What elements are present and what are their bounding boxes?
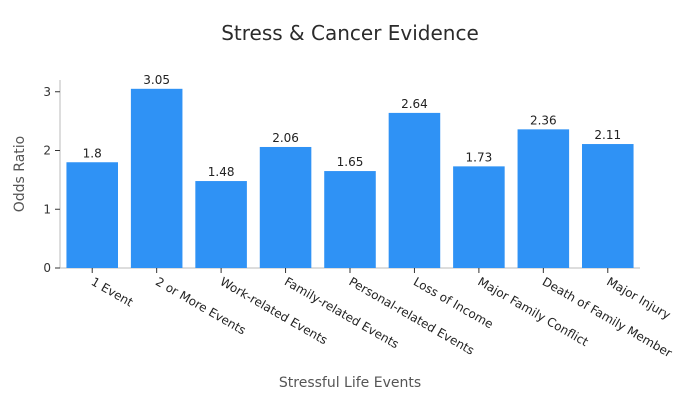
bar [130, 88, 183, 268]
bar-value-label: 1.48 [208, 165, 235, 179]
bar [517, 129, 570, 268]
x-axis [60, 267, 640, 273]
bars-group [66, 88, 634, 269]
x-axis-label: Stressful Life Events [279, 375, 421, 391]
bar-value-label: 1.65 [337, 155, 364, 169]
bar [195, 181, 247, 268]
bar [324, 171, 376, 268]
bar [259, 146, 312, 268]
y-tick-label: 0 [43, 261, 51, 275]
bar-value-label: 1.73 [466, 150, 493, 164]
y-axis-label: Odds Ratio [12, 136, 28, 212]
y-axis: 0 1 2 3 [43, 80, 61, 275]
bar [388, 112, 441, 269]
bar-value-label: 3.05 [143, 73, 170, 87]
category-label: Work-related Events [218, 274, 330, 347]
y-tick-label: 3 [43, 85, 51, 99]
category-label: Major Family Conflict [475, 274, 591, 349]
chart-title: Stress & Cancer Evidence [221, 21, 479, 45]
bar [453, 166, 505, 268]
y-tick-label: 1 [43, 202, 51, 216]
bar [582, 144, 634, 268]
bar-value-label: 2.11 [594, 128, 621, 142]
category-label: 1 Event [89, 274, 136, 309]
bar-value-label: 2.64 [401, 97, 428, 111]
bar-value-label: 2.36 [530, 113, 557, 127]
bar [66, 162, 118, 268]
bar-value-label: 1.8 [83, 146, 102, 160]
value-labels-group: 1.8 3.05 1.48 2.06 1.65 2.64 1.73 2.36 2.11 [83, 73, 621, 179]
bar-value-label: 2.06 [272, 131, 299, 145]
y-tick-label: 2 [43, 144, 51, 158]
category-label: Family-related Events [282, 274, 401, 351]
